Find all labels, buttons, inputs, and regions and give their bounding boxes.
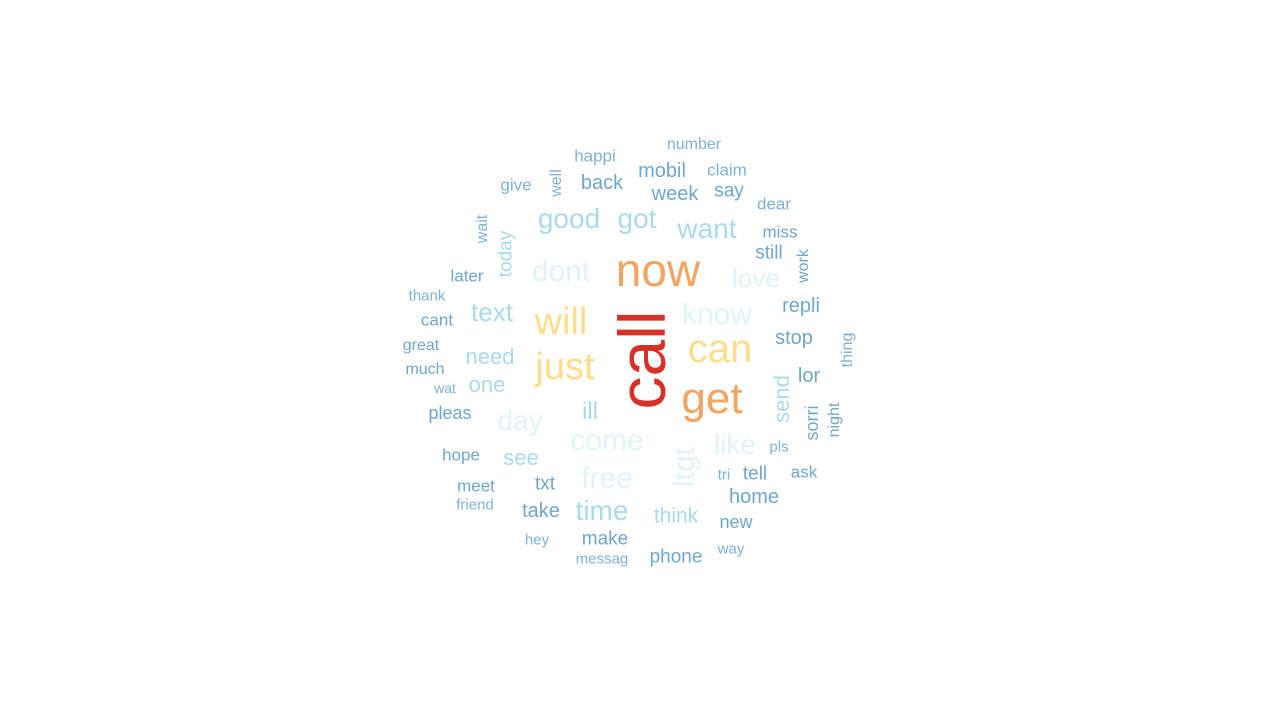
word-need: need [465, 344, 515, 369]
word-meet: meet [457, 476, 495, 496]
word-know: know [681, 298, 753, 331]
word-wat: wat [434, 380, 456, 396]
word-say: say [714, 180, 744, 202]
word-week: week [651, 183, 699, 205]
word-pls: pls [769, 438, 789, 456]
word-see: see [503, 445, 539, 470]
word-later: later [450, 266, 484, 286]
word-tri: tri [717, 466, 731, 484]
word-still: still [755, 242, 783, 264]
word-today: today [495, 230, 517, 278]
word-home: home [728, 486, 780, 508]
word-hope: hope [442, 445, 480, 465]
word-night: night [826, 402, 843, 438]
word-messag: messag [575, 550, 629, 568]
word-send: send [769, 375, 794, 423]
word-make: make [581, 528, 629, 550]
word-stop: stop [775, 327, 813, 349]
word-call: call [605, 310, 679, 410]
word-phone: phone [649, 546, 703, 568]
word-well: well [548, 169, 565, 197]
word-ill: ill [582, 398, 598, 425]
word-lor: lor [797, 365, 821, 387]
word-repli: repli [782, 295, 820, 317]
word-can: can [687, 327, 753, 371]
word-thank: thank [408, 287, 446, 305]
word-come: come [570, 424, 644, 457]
word-cant: cant [420, 310, 454, 330]
word-txt: txt [534, 473, 556, 495]
word-back: back [580, 172, 624, 194]
word-get: get [681, 374, 743, 423]
word-tell: tell [742, 463, 768, 485]
word-think: think [653, 504, 699, 528]
word-good: good [537, 203, 601, 234]
word-ltgt: ltgt [668, 446, 701, 488]
word-take: take [522, 500, 560, 522]
word-great: great [402, 337, 440, 354]
word-work: work [795, 249, 812, 283]
word-hey: hey [524, 531, 550, 549]
word-want: want [677, 213, 737, 244]
word-happi: happi [574, 146, 616, 166]
word-mobil: mobil [638, 160, 686, 182]
word-day: day [497, 405, 543, 436]
word-claim: claim [707, 160, 747, 180]
word-free: free [581, 462, 633, 495]
word-text: text [471, 297, 513, 327]
word-pleas: pleas [428, 403, 472, 423]
word-now: now [615, 244, 701, 296]
word-way: way [717, 540, 745, 558]
word-like: like [713, 429, 757, 460]
word-wait: wait [474, 214, 491, 244]
word-just: just [535, 346, 595, 388]
word-thing: thing [839, 332, 856, 368]
word-friend: friend [456, 496, 494, 514]
word-ask: ask [790, 462, 818, 482]
word-sorri: sorri [802, 405, 822, 441]
word-will: will [534, 301, 588, 343]
word-much: much [405, 361, 445, 378]
word-time: time [575, 495, 629, 526]
word-love: love [732, 263, 780, 293]
word-give: give [500, 175, 532, 195]
word-got: got [617, 203, 657, 234]
word-number: number [666, 136, 722, 153]
word-dear: dear [756, 194, 792, 214]
word-new: new [719, 512, 753, 532]
word-dont: dont [531, 255, 591, 288]
word-miss: miss [762, 222, 798, 242]
word-one: one [468, 372, 506, 397]
